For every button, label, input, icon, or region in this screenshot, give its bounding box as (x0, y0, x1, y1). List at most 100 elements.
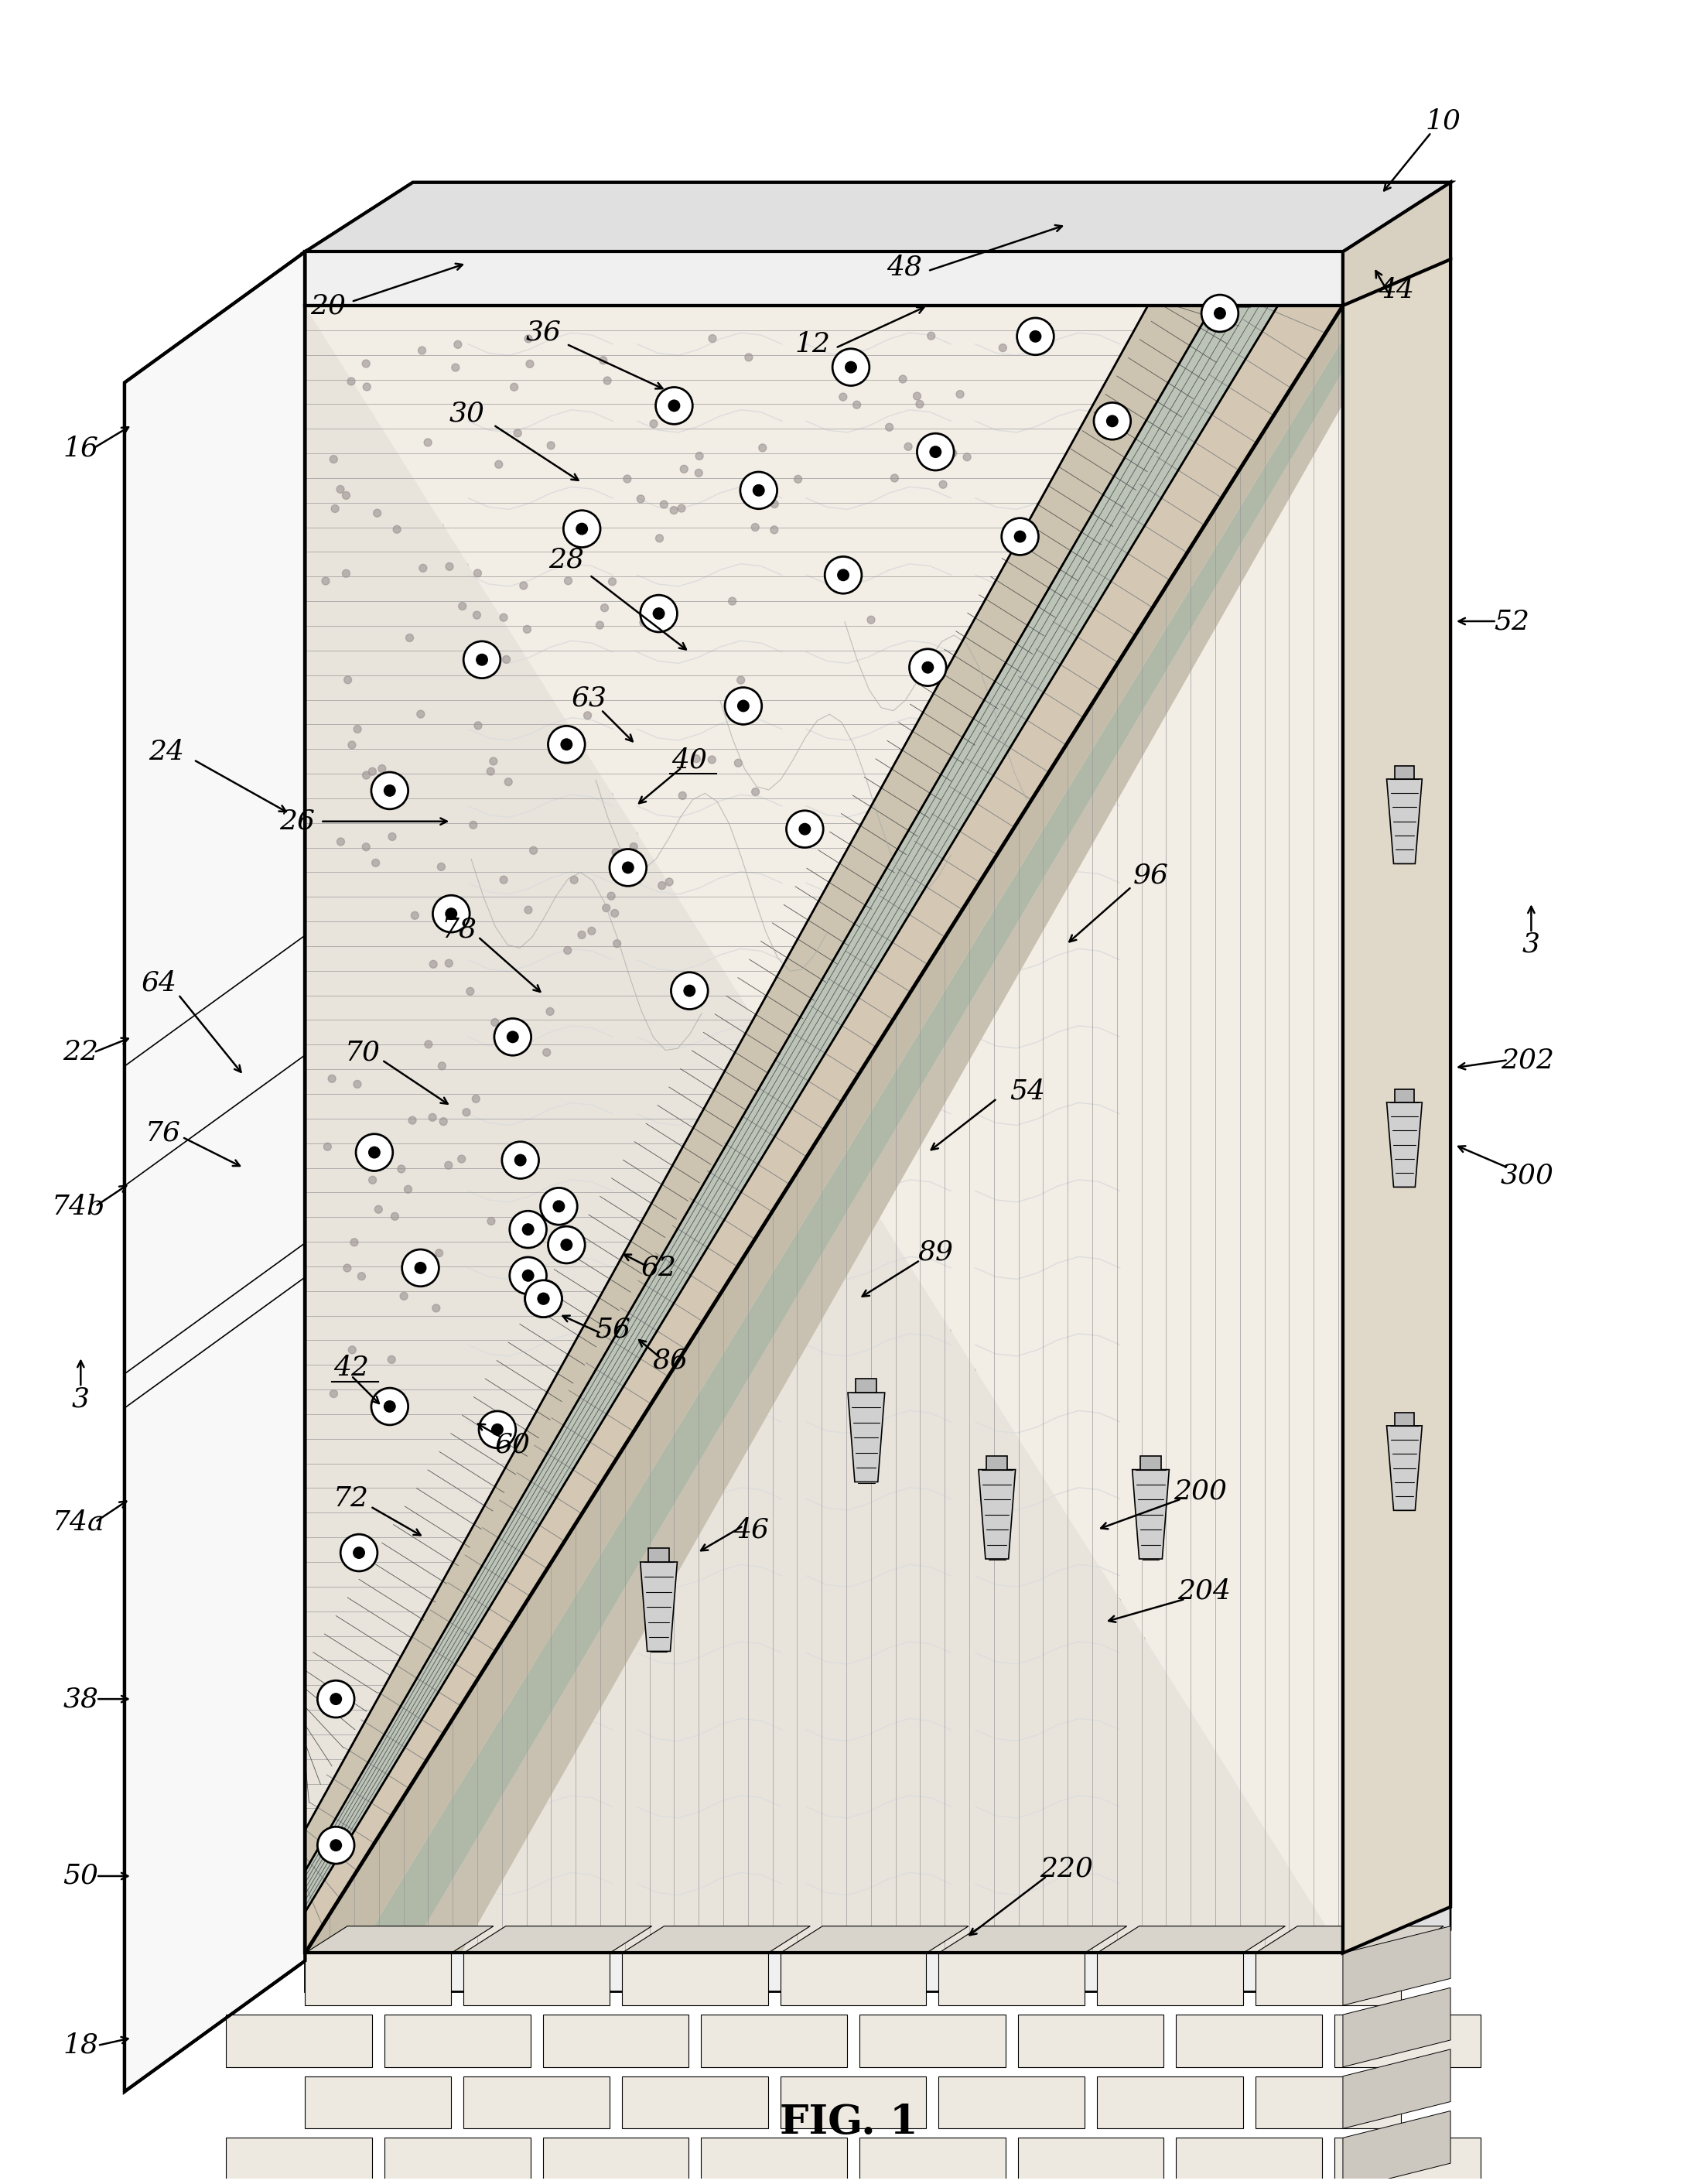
Polygon shape (1387, 780, 1421, 863)
Circle shape (891, 474, 898, 483)
Text: 30: 30 (448, 400, 484, 426)
Polygon shape (306, 1926, 494, 1952)
Circle shape (868, 616, 874, 625)
Circle shape (475, 653, 487, 666)
Circle shape (509, 1210, 547, 1247)
Text: 54: 54 (1010, 1077, 1046, 1103)
Circle shape (696, 452, 703, 461)
Text: 60: 60 (494, 1433, 530, 1459)
Text: 16: 16 (63, 435, 98, 461)
Circle shape (506, 1031, 520, 1044)
Circle shape (503, 1142, 538, 1179)
Circle shape (956, 391, 964, 397)
Text: 64: 64 (141, 970, 177, 996)
Circle shape (343, 1265, 351, 1271)
Circle shape (514, 1153, 526, 1166)
Text: 28: 28 (548, 546, 584, 572)
Text: 63: 63 (572, 686, 608, 712)
Circle shape (474, 612, 481, 618)
Circle shape (525, 1280, 562, 1317)
Circle shape (452, 365, 460, 371)
Circle shape (329, 1389, 338, 1398)
Circle shape (353, 1546, 365, 1559)
Circle shape (564, 577, 572, 585)
Circle shape (905, 443, 912, 450)
Circle shape (621, 860, 633, 874)
Circle shape (611, 850, 620, 856)
Circle shape (588, 926, 596, 935)
Polygon shape (939, 2077, 1085, 2129)
Circle shape (740, 472, 778, 509)
Circle shape (509, 1258, 547, 1295)
Text: 200: 200 (1173, 1479, 1228, 1505)
Circle shape (526, 360, 533, 367)
Circle shape (655, 535, 664, 542)
Text: 44: 44 (1379, 277, 1414, 304)
Circle shape (514, 430, 521, 437)
Circle shape (350, 1238, 358, 1247)
Polygon shape (1133, 1470, 1170, 1559)
Polygon shape (779, 2077, 925, 2129)
Circle shape (537, 1293, 550, 1304)
Polygon shape (464, 1952, 610, 2005)
Circle shape (584, 712, 591, 719)
Circle shape (752, 788, 759, 795)
Polygon shape (1343, 2049, 1450, 2129)
Polygon shape (306, 306, 1343, 1952)
Circle shape (433, 895, 470, 933)
Circle shape (372, 1389, 408, 1424)
Circle shape (387, 1356, 396, 1363)
Circle shape (467, 987, 474, 996)
Text: 56: 56 (594, 1317, 630, 1343)
Polygon shape (1335, 2014, 1481, 2066)
Text: 36: 36 (526, 319, 562, 345)
Polygon shape (357, 339, 1343, 1952)
Polygon shape (1097, 2077, 1243, 2129)
Polygon shape (226, 2014, 372, 2066)
Circle shape (368, 1177, 377, 1184)
Circle shape (397, 1164, 406, 1173)
Circle shape (571, 876, 577, 885)
Circle shape (324, 1142, 331, 1151)
Circle shape (577, 930, 586, 939)
Circle shape (389, 832, 396, 841)
Circle shape (963, 454, 971, 461)
Circle shape (898, 376, 907, 382)
Polygon shape (384, 2138, 530, 2184)
Text: 78: 78 (441, 915, 477, 941)
Polygon shape (443, 306, 469, 1952)
Circle shape (771, 500, 778, 509)
Text: 220: 220 (1039, 1854, 1094, 1883)
Circle shape (725, 688, 762, 725)
Circle shape (329, 456, 338, 463)
Polygon shape (1335, 2138, 1481, 2184)
Circle shape (401, 1293, 408, 1299)
Circle shape (511, 382, 518, 391)
Circle shape (424, 1040, 433, 1048)
Circle shape (1002, 518, 1039, 555)
Circle shape (464, 642, 501, 679)
Polygon shape (939, 1926, 1127, 1952)
Polygon shape (987, 1457, 1007, 1470)
Polygon shape (1343, 183, 1450, 306)
Text: 62: 62 (640, 1256, 676, 1282)
Polygon shape (1141, 1457, 1161, 1470)
Circle shape (494, 1018, 531, 1055)
Circle shape (1029, 330, 1041, 343)
Polygon shape (978, 1470, 1015, 1559)
Circle shape (430, 961, 436, 968)
Polygon shape (409, 371, 1343, 1952)
Circle shape (491, 1424, 504, 1435)
Polygon shape (384, 2014, 530, 2066)
Circle shape (445, 1162, 452, 1168)
Circle shape (435, 1249, 443, 1256)
Circle shape (1017, 319, 1054, 354)
Circle shape (384, 1400, 396, 1413)
Circle shape (552, 1201, 565, 1212)
Circle shape (357, 1133, 392, 1171)
Polygon shape (306, 306, 1212, 1872)
Text: 52: 52 (1494, 607, 1530, 633)
Circle shape (678, 505, 686, 513)
Circle shape (547, 1007, 554, 1016)
Circle shape (353, 1081, 362, 1088)
